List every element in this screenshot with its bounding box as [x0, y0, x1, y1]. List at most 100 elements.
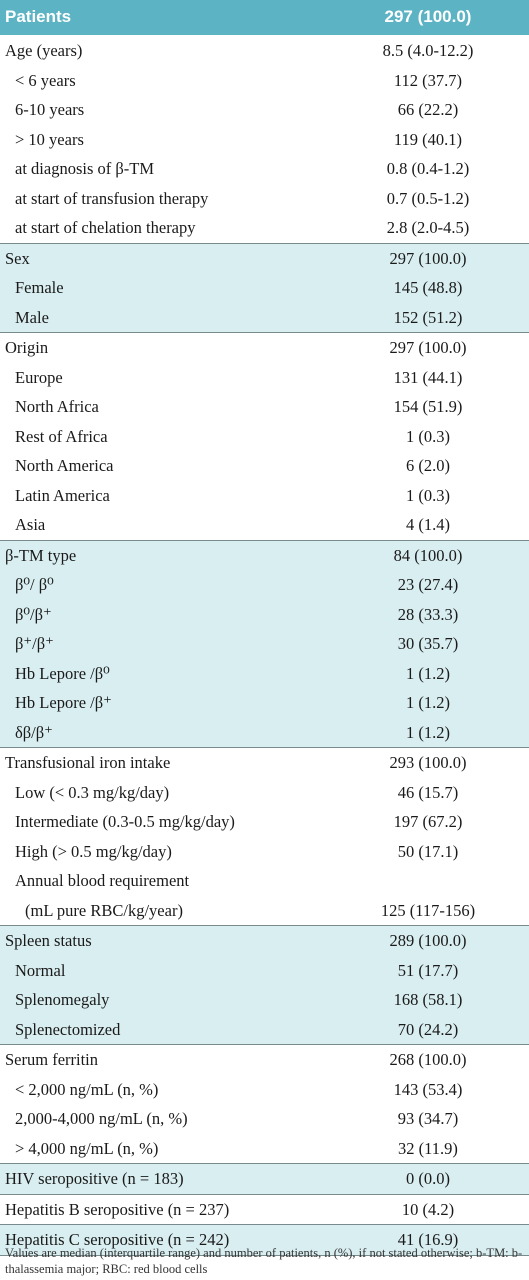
row-value: 41 (16.9) [397, 1230, 459, 1249]
table-section: Hepatitis C seropositive (n = 242) 41 (16… [0, 1225, 529, 1255]
row-value: 268 (100.0) [389, 1050, 467, 1069]
row-value: 66 (22.2) [397, 100, 459, 119]
row-value: 84 (100.0) [393, 545, 463, 565]
section-divider [0, 1254, 529, 1256]
row-label: Hb Lepore /β⁺ [15, 693, 112, 712]
section-divider [0, 539, 529, 541]
section-divider [0, 1163, 529, 1164]
row-label: > 4,000 ng/mL (n, %) [15, 1138, 159, 1158]
table-row: δβ/β⁺ 1 (1.2) [0, 718, 529, 748]
row-value: 154 (51.9) [393, 397, 463, 416]
row-label: δβ/β⁺ [15, 722, 53, 742]
table-row: Rest of Africa 1 (0.3) [0, 422, 529, 452]
table-row: 6-10 years 66 (22.2) [0, 95, 529, 125]
row-label: Hepatitis C seropositive (n = 242) [5, 1230, 230, 1249]
row-label: Splenomegaly [15, 990, 110, 1009]
row-label: North America [15, 456, 114, 475]
table-row: Intermediate (0.3-0.5 mg/kg/day) 197 (67.… [0, 807, 529, 837]
row-value: 297 (100.0) [389, 338, 467, 357]
row-value: 143 (53.4) [393, 1079, 463, 1099]
row-value: 30 (35.7) [397, 634, 459, 653]
table-section: β-TM type 84 (100.0) β⁰/ β⁰ 23 (27.4) β⁰/β⁺ 2… [0, 540, 529, 748]
table-row: at start of transfusion therapy 0.7 (0.5-… [0, 184, 529, 214]
row-value: 1 (1.2) [406, 663, 450, 683]
row-label: at start of chelation therapy [15, 218, 196, 237]
table-header: Patients 297 (100.0) [0, 0, 529, 35]
row-label: Male [15, 307, 49, 327]
row-label: Splenectomized [15, 1019, 121, 1039]
row-value: 28 (33.3) [397, 604, 459, 624]
row-label: Rest of Africa [15, 426, 108, 446]
row-value: 70 (24.2) [397, 1019, 459, 1039]
table-row: Transfusional iron intake 293 (100.0) [0, 748, 529, 778]
header-value: 297 (100.0) [384, 7, 472, 26]
row-value: 0.8 (0.4-1.2) [386, 159, 470, 178]
row-value: 4 (1.4) [406, 515, 450, 534]
row-label: Latin America [15, 485, 110, 505]
row-label: Asia [15, 515, 46, 534]
section-divider [0, 1044, 529, 1045]
row-label: β⁰/ β⁰ [15, 575, 54, 594]
table-row: HIV seropositive (n = 183) 0 (0.0) [0, 1164, 529, 1194]
row-value: 0.7 (0.5-1.2) [386, 188, 470, 208]
table-row: Age (years) 8.5 (4.0-12.2) [0, 36, 529, 66]
row-value: 1 (1.2) [406, 722, 450, 742]
table-row: Splenectomized 70 (24.2) [0, 1015, 529, 1045]
table-row: β⁰/ β⁰ 23 (27.4) [0, 570, 529, 600]
section-divider [0, 1224, 529, 1225]
row-value: 1 (0.3) [406, 426, 450, 446]
table-row: Europe 131 (44.1) [0, 363, 529, 393]
table-row: β⁺/β⁺ 30 (35.7) [0, 629, 529, 659]
table-footnote: Values are median (interquartile range) … [5, 1246, 523, 1276]
row-label: Sex [5, 248, 30, 268]
table-section: HIV seropositive (n = 183) 0 (0.0) [0, 1164, 529, 1194]
row-label: Serum ferritin [5, 1050, 99, 1069]
row-label: Spleen status [5, 931, 92, 950]
table-section: Origin 297 (100.0) Europe 131 (44.1) North A… [0, 333, 529, 540]
table-section: Spleen status 289 (100.0) Normal 51 (17.7) S… [0, 926, 529, 1044]
row-value: 2.8 (2.0-4.5) [386, 218, 470, 237]
table-row: < 2,000 ng/mL (n, %) 143 (53.4) [0, 1075, 529, 1105]
row-value: 168 (58.1) [393, 990, 463, 1009]
row-label: at diagnosis of β-TM [15, 159, 155, 178]
row-label: Origin [5, 338, 49, 357]
table-row: Spleen status 289 (100.0) [0, 926, 529, 956]
table-row: Latin America 1 (0.3) [0, 481, 529, 511]
row-label: < 2,000 ng/mL (n, %) [15, 1079, 159, 1099]
row-label: Low (< 0.3 mg/kg/day) [15, 782, 170, 802]
section-divider [0, 925, 529, 926]
row-value: 32 (11.9) [398, 1138, 458, 1158]
table-section: Age (years) 8.5 (4.0-12.2) < 6 years 112 (3… [0, 36, 529, 243]
table-section: Sex 297 (100.0) Female 145 (48.8) Male 152 (5… [0, 243, 529, 332]
table-row: Normal 51 (17.7) [0, 956, 529, 986]
row-value: 152 (51.2) [393, 307, 463, 327]
row-value: 51 (17.7) [397, 960, 459, 980]
row-label: HIV seropositive (n = 183) [5, 1169, 184, 1188]
row-label: β⁺/β⁺ [15, 634, 54, 653]
row-value: 119 (40.1) [393, 129, 463, 149]
section-divider [0, 242, 529, 244]
header-label: Patients [5, 7, 72, 26]
table-row: Hepatitis B seropositive (n = 237) 10 (4.… [0, 1195, 529, 1225]
section-divider [0, 1193, 529, 1195]
row-label: Age (years) [5, 41, 83, 60]
row-label: at start of transfusion therapy [15, 188, 209, 208]
row-label: Intermediate (0.3-0.5 mg/kg/day) [15, 812, 235, 831]
row-label: Transfusional iron intake [5, 753, 171, 772]
row-value: 145 (48.8) [393, 278, 463, 297]
row-value: 46 (15.7) [397, 782, 459, 802]
table-row: Serum ferritin 268 (100.0) [0, 1045, 529, 1075]
row-label: > 10 years [15, 129, 84, 149]
section-divider [0, 332, 529, 333]
table-row: Hb Lepore /β⁰ 1 (1.2) [0, 659, 529, 689]
table-row: North Africa 154 (51.9) [0, 392, 529, 422]
row-value: 8.5 (4.0-12.2) [382, 41, 474, 60]
table-row: Annual blood requirement [0, 866, 529, 896]
table-row: 2,000-4,000 ng/mL (n, %) 93 (34.7) [0, 1104, 529, 1134]
table-row: High (> 0.5 mg/kg/day) 50 (17.1) [0, 837, 529, 867]
table-row: Origin 297 (100.0) [0, 333, 529, 363]
row-label: (mL pure RBC/kg/year) [25, 900, 183, 920]
row-value: 1 (0.3) [406, 485, 450, 505]
row-label: < 6 years [15, 70, 76, 90]
table-row: β⁰/β⁺ 28 (33.3) [0, 600, 529, 630]
